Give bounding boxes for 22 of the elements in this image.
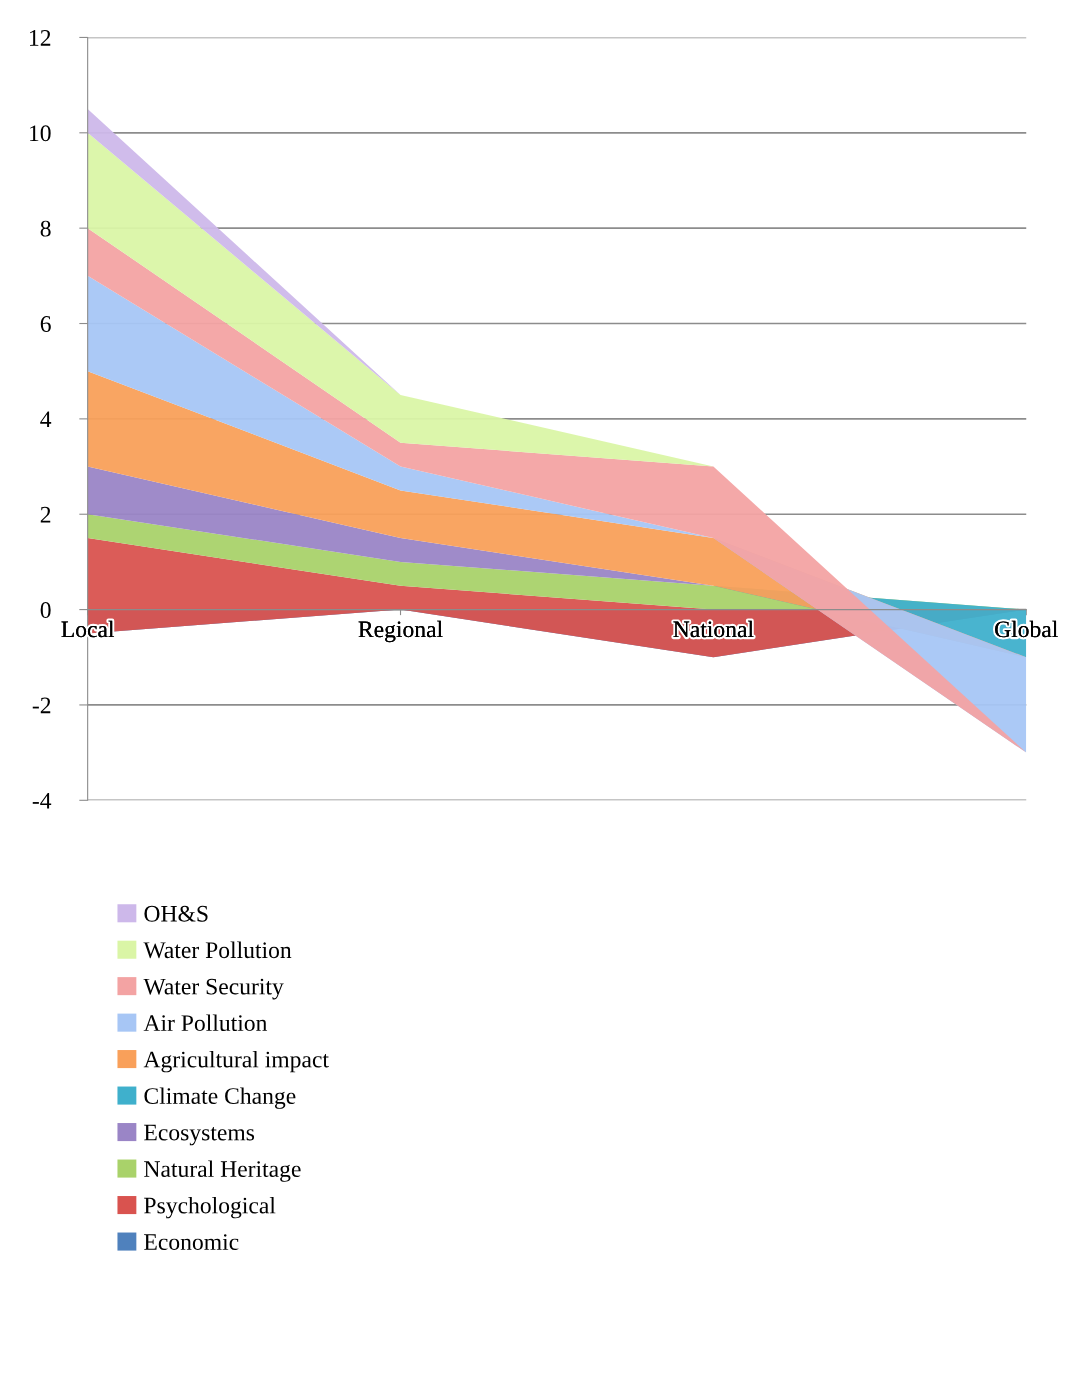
y-tick-label: 6 xyxy=(40,316,51,332)
y-tick-label: 8 xyxy=(40,220,51,237)
x-tick-label: Regional xyxy=(358,620,443,643)
x-tick-label: National xyxy=(673,620,754,638)
y-tick-label: 12 xyxy=(30,30,51,46)
legend-label: Agricultural impact xyxy=(143,1050,329,1073)
legend-label: Economic xyxy=(144,1234,239,1250)
y-tick-label: 4 xyxy=(40,411,52,428)
y-tick-label: -4 xyxy=(32,792,52,809)
legend-label: Water Pollution xyxy=(143,941,292,959)
legend-label: Climate Change xyxy=(144,1087,296,1109)
legend-label: Natural Heritage xyxy=(144,1160,301,1182)
y-tick-label: 10 xyxy=(30,125,51,142)
legend-label: OH&S xyxy=(144,905,208,922)
y-tick-label: 2 xyxy=(40,506,51,523)
legend-label: Ecosystems xyxy=(144,1124,255,1146)
legend-label: Air Pollution xyxy=(143,1014,268,1032)
x-tick-label: Local xyxy=(61,620,115,638)
y-tick-label: 0 xyxy=(40,602,51,619)
legend-label: Water Security xyxy=(143,978,284,1000)
y-tick-label: -2 xyxy=(32,697,51,714)
legend-label: Psychological xyxy=(144,1196,276,1219)
